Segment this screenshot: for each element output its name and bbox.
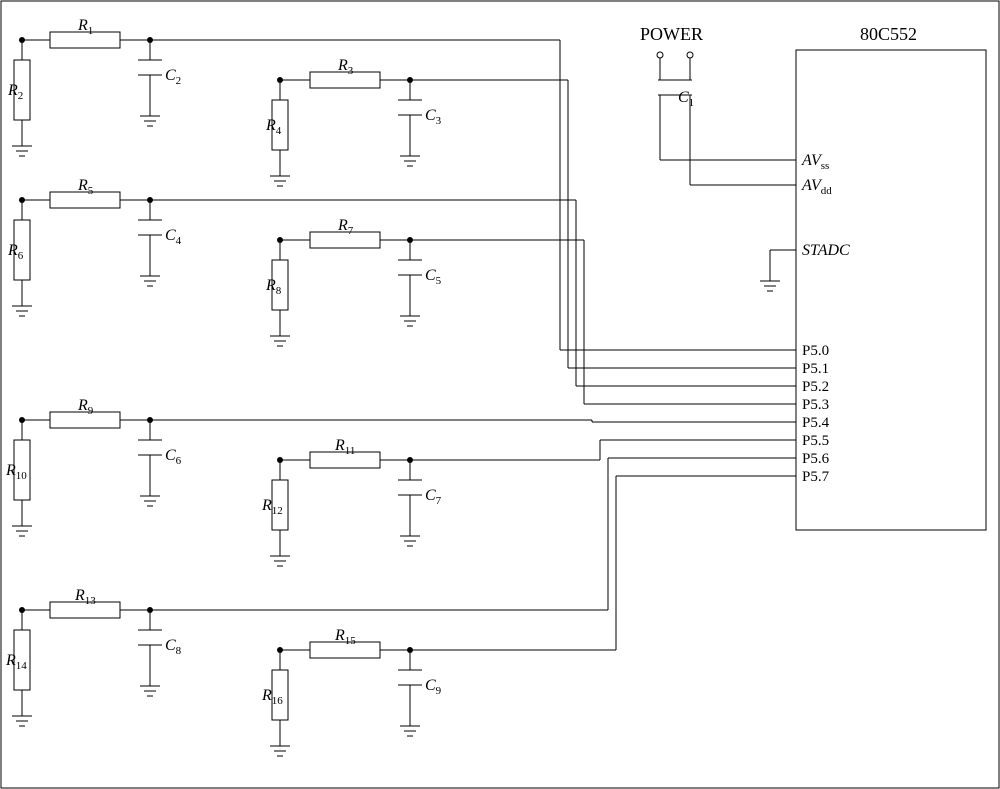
c6-label: C6 — [165, 447, 182, 467]
c2-label: C2 — [165, 67, 181, 87]
c8-label: C8 — [165, 637, 182, 657]
pin-P5.1: P5.1 — [802, 361, 829, 377]
r11-label: R11 — [334, 437, 355, 457]
pin-P5.0: P5.0 — [802, 343, 829, 359]
r6-label: R6 — [7, 242, 24, 262]
c5-label: C5 — [425, 267, 442, 287]
pin-STADC: STADC — [802, 242, 850, 259]
r2-label: R2 — [7, 82, 23, 102]
chip-title: 80C552 — [860, 24, 917, 44]
c4-label: C4 — [165, 227, 182, 247]
pin-P5.7: P5.7 — [802, 469, 830, 485]
c7-label: C7 — [425, 487, 442, 507]
cap-c1-label: C1 — [678, 89, 694, 109]
circuit-diagram: 80C552 AVss AVdd STADC P5.0 P5.1 P5.2 P5.3 P5.4 P… — [0, 0, 1000, 789]
r3-label: R3 — [337, 57, 354, 77]
r4-label: R4 — [265, 117, 282, 137]
pin-P5.3: P5.3 — [802, 397, 829, 413]
r8-label: R8 — [265, 277, 282, 297]
pin-P5.2: P5.2 — [802, 379, 829, 395]
r5-label: R5 — [77, 177, 94, 197]
r1-label: R1 — [77, 17, 93, 37]
pin-P5.6: P5.6 — [802, 451, 830, 467]
r10-label: R10 — [5, 462, 27, 482]
pin-AVdd: AVdd — [801, 177, 832, 197]
pin-AVss: AVss — [801, 152, 829, 172]
power-label: POWER — [640, 24, 703, 44]
r15-label: R15 — [334, 627, 356, 647]
r14-label: R14 — [5, 652, 27, 672]
r13-label: R13 — [74, 587, 96, 607]
pin-P5.5: P5.5 — [802, 433, 829, 449]
r7-label: R7 — [337, 217, 354, 237]
r9-label: R9 — [77, 397, 94, 417]
pin-P5.4: P5.4 — [802, 415, 830, 431]
c3-label: C3 — [425, 107, 442, 127]
c9-label: C9 — [425, 677, 442, 697]
